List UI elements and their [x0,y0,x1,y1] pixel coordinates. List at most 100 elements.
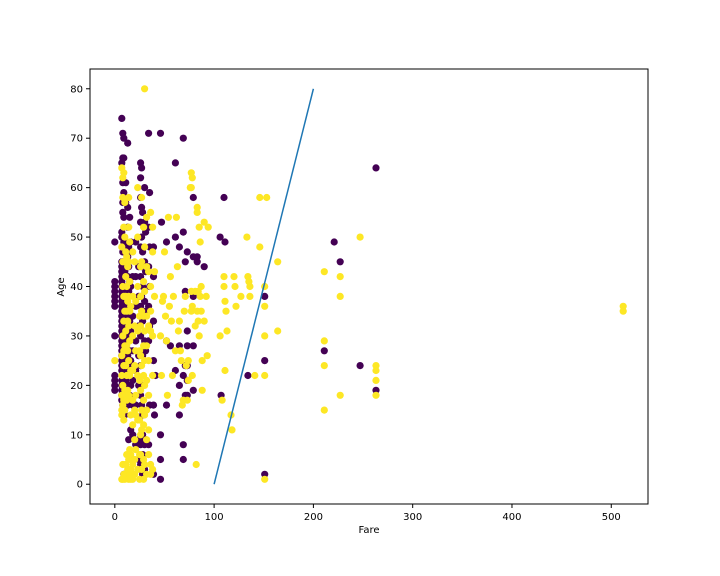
data-point [261,332,269,340]
data-point [372,391,380,399]
data-point [143,312,151,320]
data-point [161,312,170,320]
data-point [356,233,364,241]
y-tick-label: 60 [70,183,83,194]
data-point [166,273,174,281]
data-point [120,154,128,162]
data-point [127,302,135,310]
data-point [180,307,188,315]
data-point [179,134,187,142]
data-point [172,213,180,221]
data-point [162,238,171,246]
data-point [111,302,119,310]
data-point [194,317,202,325]
data-point [184,357,192,365]
data-point [246,292,254,300]
data-point [141,85,149,93]
data-point [118,114,126,122]
data-point [195,223,203,231]
data-point [188,302,196,310]
y-tick-label: 10 [70,430,83,441]
data-point [188,371,196,380]
data-point [127,451,135,459]
data-point [149,317,158,325]
data-point [243,233,251,241]
data-point [156,431,165,439]
data-point [143,342,151,350]
data-point [141,327,149,335]
data-point [261,292,269,300]
data-point [156,455,165,464]
data-point [145,129,153,137]
data-point [137,352,145,360]
data-point [164,213,172,221]
data-point [372,366,380,375]
data-point [111,386,119,394]
data-point [137,386,145,394]
data-point [174,327,182,335]
data-point [188,174,196,182]
data-point [143,213,151,221]
x-tick-label: 100 [205,512,224,523]
data-point [336,258,344,266]
data-point [141,287,149,295]
data-point [125,193,133,202]
data-point [156,129,165,137]
data-point [336,273,344,281]
data-point [134,233,142,241]
data-point [146,189,154,197]
data-point [131,362,139,370]
y-tick-label: 80 [70,84,83,95]
data-point [138,193,146,202]
data-point [230,273,238,281]
data-point [131,436,139,444]
data-point [159,292,168,300]
data-point [200,263,208,271]
data-point [320,268,328,276]
data-point [150,268,159,276]
data-point [132,446,140,454]
data-point [141,297,149,305]
data-point [136,416,144,424]
data-point [202,292,210,300]
data-point [141,460,149,469]
data-point [256,243,264,251]
y-tick-label: 40 [70,282,83,293]
data-point [193,208,201,216]
data-point [320,337,328,345]
data-point [175,381,183,389]
data-point [179,228,187,236]
data-point [196,238,204,246]
data-point [129,332,137,340]
data-point [167,317,175,325]
data-point [120,169,128,177]
data-point [223,327,231,335]
data-point [181,292,189,300]
data-point [261,371,269,380]
data-point [141,184,149,192]
data-point [162,337,171,345]
data-point [124,139,132,147]
data-point [125,436,133,444]
data-point [232,302,240,310]
data-point [193,258,201,266]
data-point [221,238,229,246]
data-point [320,406,328,414]
data-point [168,371,176,380]
data-point [261,302,269,310]
data-point [197,307,205,315]
data-point [140,223,148,231]
data-point [171,233,179,241]
data-point [274,258,282,266]
data-point [372,376,380,384]
data-point [149,332,157,340]
data-point [157,218,166,226]
data-point [131,258,139,266]
data-point [160,248,169,256]
x-tick-label: 300 [403,512,422,523]
data-point [129,248,137,256]
data-point [179,371,187,380]
data-point [140,396,148,404]
data-point [183,327,191,335]
data-point [138,258,146,266]
